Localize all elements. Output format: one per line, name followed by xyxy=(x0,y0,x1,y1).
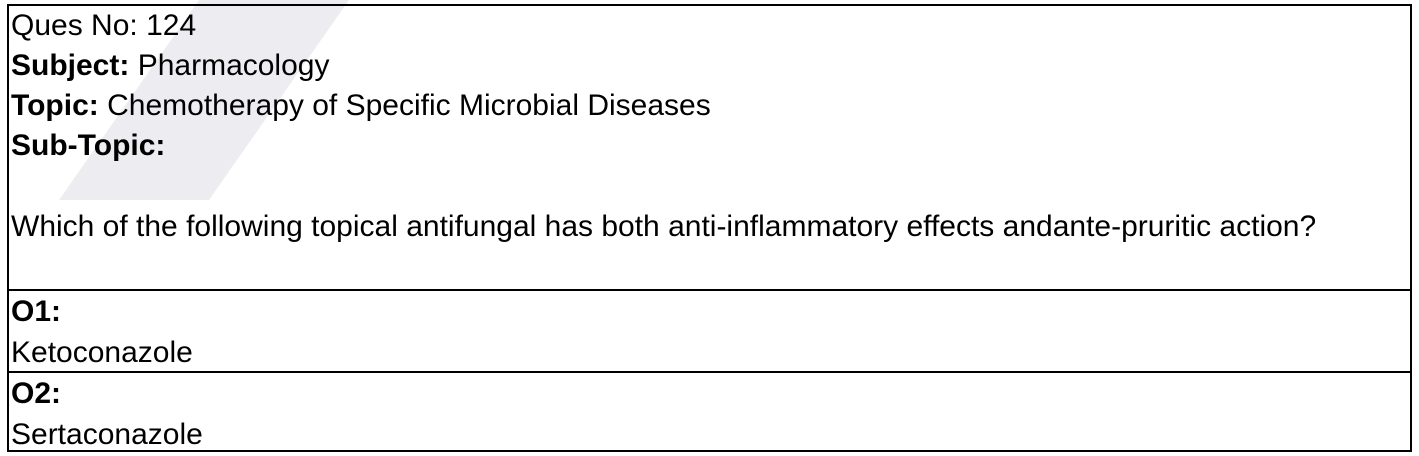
subject-value: Pharmacology xyxy=(137,49,330,82)
option-2-label: O2: xyxy=(11,377,62,410)
topic-label: Topic: xyxy=(11,89,99,122)
subtopic-label: Sub-Topic: xyxy=(11,129,166,162)
option-1-label: O1: xyxy=(11,295,62,328)
topic-value: Chemotherapy of Specific Microbial Disea… xyxy=(107,89,711,122)
option-1: O1: Ketoconazole xyxy=(9,291,1410,373)
question-block: Ques No: 124 Subject: Pharmacology Topic… xyxy=(9,6,1410,291)
ques-no-label: Ques No: xyxy=(11,9,138,42)
topic-line: Topic: Chemotherapy of Specific Microbia… xyxy=(11,86,1410,126)
subject-label: Subject: xyxy=(11,49,130,82)
ques-no-value: 124 xyxy=(146,9,197,42)
option-1-value: Ketoconazole xyxy=(11,336,193,369)
option-2-value: Sertaconazole xyxy=(11,418,203,451)
spacer xyxy=(11,166,1410,206)
subject-line: Subject: Pharmacology xyxy=(11,46,1410,86)
question-text: Which of the following topical antifunga… xyxy=(11,210,1317,243)
question-sheet: Ques No: 124 Subject: Pharmacology Topic… xyxy=(7,4,1412,452)
ques-no-line: Ques No: 124 xyxy=(11,6,1410,46)
option-2: O2: Sertaconazole xyxy=(9,373,1410,451)
subtopic-line: Sub-Topic: xyxy=(11,126,1410,166)
